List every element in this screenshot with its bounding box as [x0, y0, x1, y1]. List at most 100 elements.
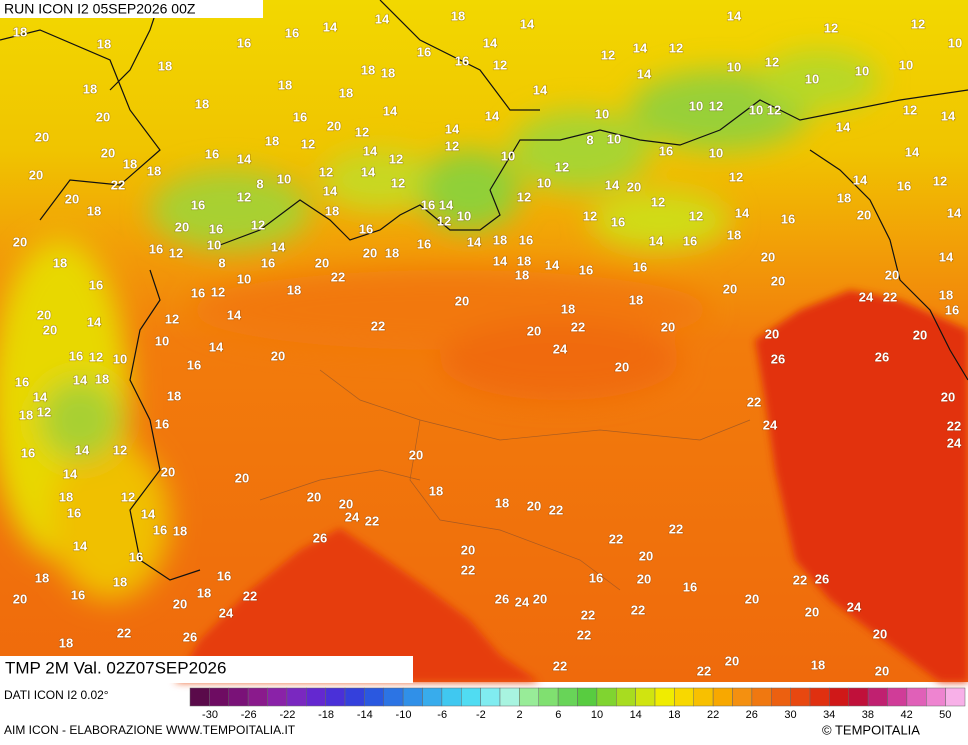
colorbar-swatch [228, 687, 249, 707]
colorbar-swatch [577, 687, 598, 707]
title-box [0, 0, 263, 18]
temp-label: 14 [947, 205, 962, 220]
colorbar-swatch [402, 687, 423, 707]
temp-label: 10 [749, 102, 763, 117]
temp-label: 20 [96, 109, 110, 124]
temp-label: 18 [361, 62, 375, 77]
colorbar-tick-label: 14 [630, 709, 642, 721]
temp-label: 12 [583, 208, 597, 223]
temp-label: 16 [153, 522, 167, 537]
temp-label: 18 [515, 267, 529, 282]
temp-label: 20 [461, 542, 475, 557]
temp-label: 24 [859, 289, 874, 304]
temp-label: 16 [683, 233, 697, 248]
colorbar-swatch [771, 687, 791, 707]
temp-label: 26 [771, 351, 785, 366]
temp-label: 22 [669, 521, 683, 536]
colorbar-swatch [325, 687, 346, 707]
temp-label: 24 [219, 605, 234, 620]
temp-label: 24 [515, 594, 530, 609]
temp-label: 14 [439, 197, 454, 212]
temp-label: 20 [29, 167, 43, 182]
colorbar-swatch [790, 687, 811, 707]
temp-label: 22 [609, 531, 623, 546]
temp-label: 20 [271, 348, 285, 363]
temp-label: 16 [67, 505, 81, 520]
temp-label: 20 [725, 653, 739, 668]
temp-label: 12 [319, 164, 333, 179]
temp-label: 10 [207, 237, 221, 252]
temp-label: 22 [883, 289, 897, 304]
temp-label: 22 [553, 658, 567, 673]
temp-label: 14 [939, 249, 954, 264]
temp-label: 24 [763, 417, 778, 432]
temp-label: 18 [147, 163, 161, 178]
colorbar-swatch [189, 687, 210, 707]
temp-label: 14 [361, 164, 376, 179]
temp-label: 16 [285, 25, 299, 40]
temp-label: 16 [897, 178, 911, 193]
temp-label: 18 [53, 255, 67, 270]
temp-label: 12 [37, 404, 51, 419]
colorbar-tick-label: 6 [555, 709, 561, 721]
colorbar-tick-label: -10 [396, 709, 412, 721]
temp-label: 22 [549, 502, 563, 517]
temp-label: 20 [327, 118, 341, 133]
temp-label: 12 [601, 47, 615, 62]
temp-label: 14 [363, 143, 378, 158]
temp-label: 14 [545, 257, 560, 272]
colorbar-swatch [538, 687, 559, 707]
temp-label: 20 [941, 389, 955, 404]
temp-label: 12 [555, 159, 569, 174]
colorbar-swatch [751, 687, 772, 707]
temp-label: 20 [723, 281, 737, 296]
temp-label: 18 [167, 388, 181, 403]
temp-label: 20 [873, 626, 887, 641]
colorbar-tick-label: -14 [357, 709, 373, 721]
terrain [0, 50, 880, 600]
temp-label: 20 [37, 307, 51, 322]
colorbar-tick-label: -30 [202, 709, 218, 721]
temp-label: 14 [520, 16, 535, 31]
temp-label: 12 [911, 16, 925, 31]
temp-label: 18 [939, 287, 953, 302]
temp-label: 18 [629, 292, 643, 307]
temp-label: 22 [243, 588, 257, 603]
temp-label: 10 [727, 59, 741, 74]
temp-label: 20 [761, 249, 775, 264]
colorbar-swatch [247, 687, 268, 707]
temp-label: 14 [533, 82, 548, 97]
temp-label: 22 [117, 625, 131, 640]
temp-label: 14 [75, 442, 90, 457]
temp-label: 26 [183, 629, 197, 644]
temp-label: 18 [517, 253, 531, 268]
temp-label: 16 [455, 53, 469, 68]
temp-label: 20 [805, 604, 819, 619]
temp-label: 10 [457, 208, 471, 223]
temp-label: 14 [323, 19, 338, 34]
credit: AIM ICON - ELABORAZIONE WWW.TEMPOITALIA.… [4, 723, 296, 737]
temp-label: 12 [669, 40, 683, 55]
colorbar-swatch [635, 687, 656, 707]
colorbar-swatch [732, 687, 753, 707]
temp-label: 20 [765, 326, 779, 341]
temp-label: 12 [169, 245, 183, 260]
temp-label: 20 [13, 234, 27, 249]
temp-label: 18 [385, 245, 399, 260]
temp-label: 12 [493, 57, 507, 72]
temp-label: 16 [187, 357, 201, 372]
temp-label: 20 [875, 663, 889, 678]
temp-label: 14 [649, 233, 664, 248]
temp-label: 8 [256, 176, 263, 191]
temp-label: 16 [293, 109, 307, 124]
temp-label: 12 [517, 189, 531, 204]
temp-label: 18 [19, 407, 33, 422]
colorbar-swatch [926, 687, 946, 707]
temp-label: 16 [205, 146, 219, 161]
temp-label: 16 [261, 255, 275, 270]
temp-label: 12 [89, 349, 103, 364]
colorbar-tick-label: 18 [668, 709, 680, 721]
temp-label: 16 [191, 285, 205, 300]
